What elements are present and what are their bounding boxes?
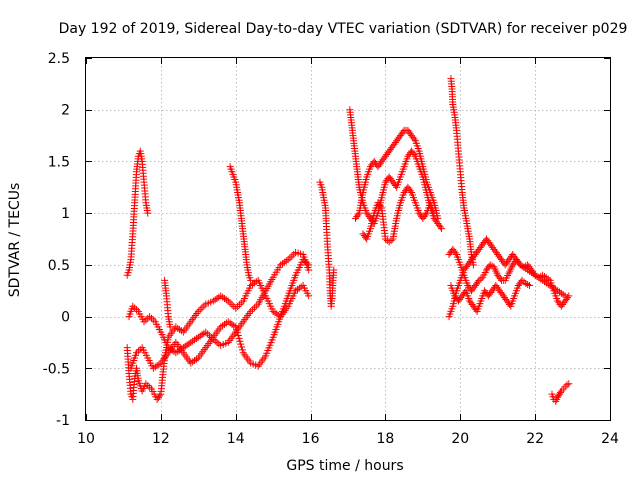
series-s6 [226, 163, 255, 284]
data-point [238, 343, 246, 351]
x-tick-label: 22 [526, 431, 544, 447]
data-point [237, 340, 245, 348]
x-tick-label: 10 [77, 431, 95, 447]
data-point [236, 337, 244, 345]
data-point [565, 292, 573, 300]
series-s15 [548, 380, 573, 405]
data-point [436, 223, 444, 231]
data-point [410, 135, 418, 143]
data-point [434, 214, 442, 222]
data-point [305, 261, 313, 269]
series-s13 [445, 245, 573, 310]
series-s10 [359, 183, 438, 246]
series-s3 [127, 256, 313, 372]
data-point [235, 334, 243, 342]
data-point [410, 151, 418, 159]
data-point [233, 326, 241, 334]
x-tick-label: 18 [377, 431, 395, 447]
y-tick-label: 1.5 [48, 154, 70, 170]
data-point [232, 323, 240, 331]
y-tick-label: -0.5 [43, 361, 70, 377]
data-point [354, 211, 362, 219]
series-s7 [316, 178, 338, 310]
data-point [438, 225, 446, 233]
data-point [144, 209, 152, 217]
data-point [305, 292, 313, 300]
x-tick-label: 14 [227, 431, 245, 447]
data-point [406, 187, 414, 195]
y-tick-labels: -1 -0.5 0 0.5 1 1.5 2 2.5 [43, 51, 70, 429]
series-s4 [123, 147, 152, 279]
data-point [451, 249, 459, 257]
data-point [166, 323, 174, 331]
y-tick-label: 1 [61, 206, 70, 222]
data-point [376, 202, 384, 210]
x-tick-label: 24 [601, 431, 619, 447]
data-point [526, 282, 534, 290]
data-points [123, 75, 573, 405]
data-point [421, 211, 429, 219]
y-tick-label: 0.5 [48, 258, 70, 274]
data-point [474, 278, 482, 286]
series-s5 [161, 276, 174, 331]
x-axis-label: GPS time / hours [286, 458, 403, 474]
x-tick-label: 12 [152, 431, 170, 447]
x-tick-label: 16 [302, 431, 320, 447]
data-point [496, 275, 504, 283]
data-point [233, 329, 241, 337]
data-point [330, 266, 338, 274]
y-tick-label: 2.5 [48, 51, 70, 67]
chart-title: Day 192 of 2019, Sidereal Day-to-day VTE… [59, 21, 628, 37]
y-tick-label: -1 [56, 413, 70, 429]
data-point [247, 276, 255, 284]
data-point [399, 128, 407, 136]
x-tick-labels: 10 12 14 16 18 20 22 24 [77, 431, 619, 447]
plot-frame [85, 57, 611, 421]
data-point [556, 389, 564, 397]
series-s11 [447, 75, 477, 269]
y-tick-label: 0 [61, 310, 70, 326]
y-tick-label: 2 [61, 103, 70, 119]
data-point [564, 294, 572, 302]
data-point [238, 346, 246, 354]
x-tick-label: 20 [451, 431, 469, 447]
data-point [565, 380, 573, 388]
y-axis-label: SDTVAR / TECUs [7, 183, 23, 298]
axis-ticks [86, 58, 611, 421]
data-point [156, 392, 164, 400]
data-point [430, 209, 438, 217]
data-point [234, 332, 242, 340]
series-s14 [447, 276, 534, 315]
